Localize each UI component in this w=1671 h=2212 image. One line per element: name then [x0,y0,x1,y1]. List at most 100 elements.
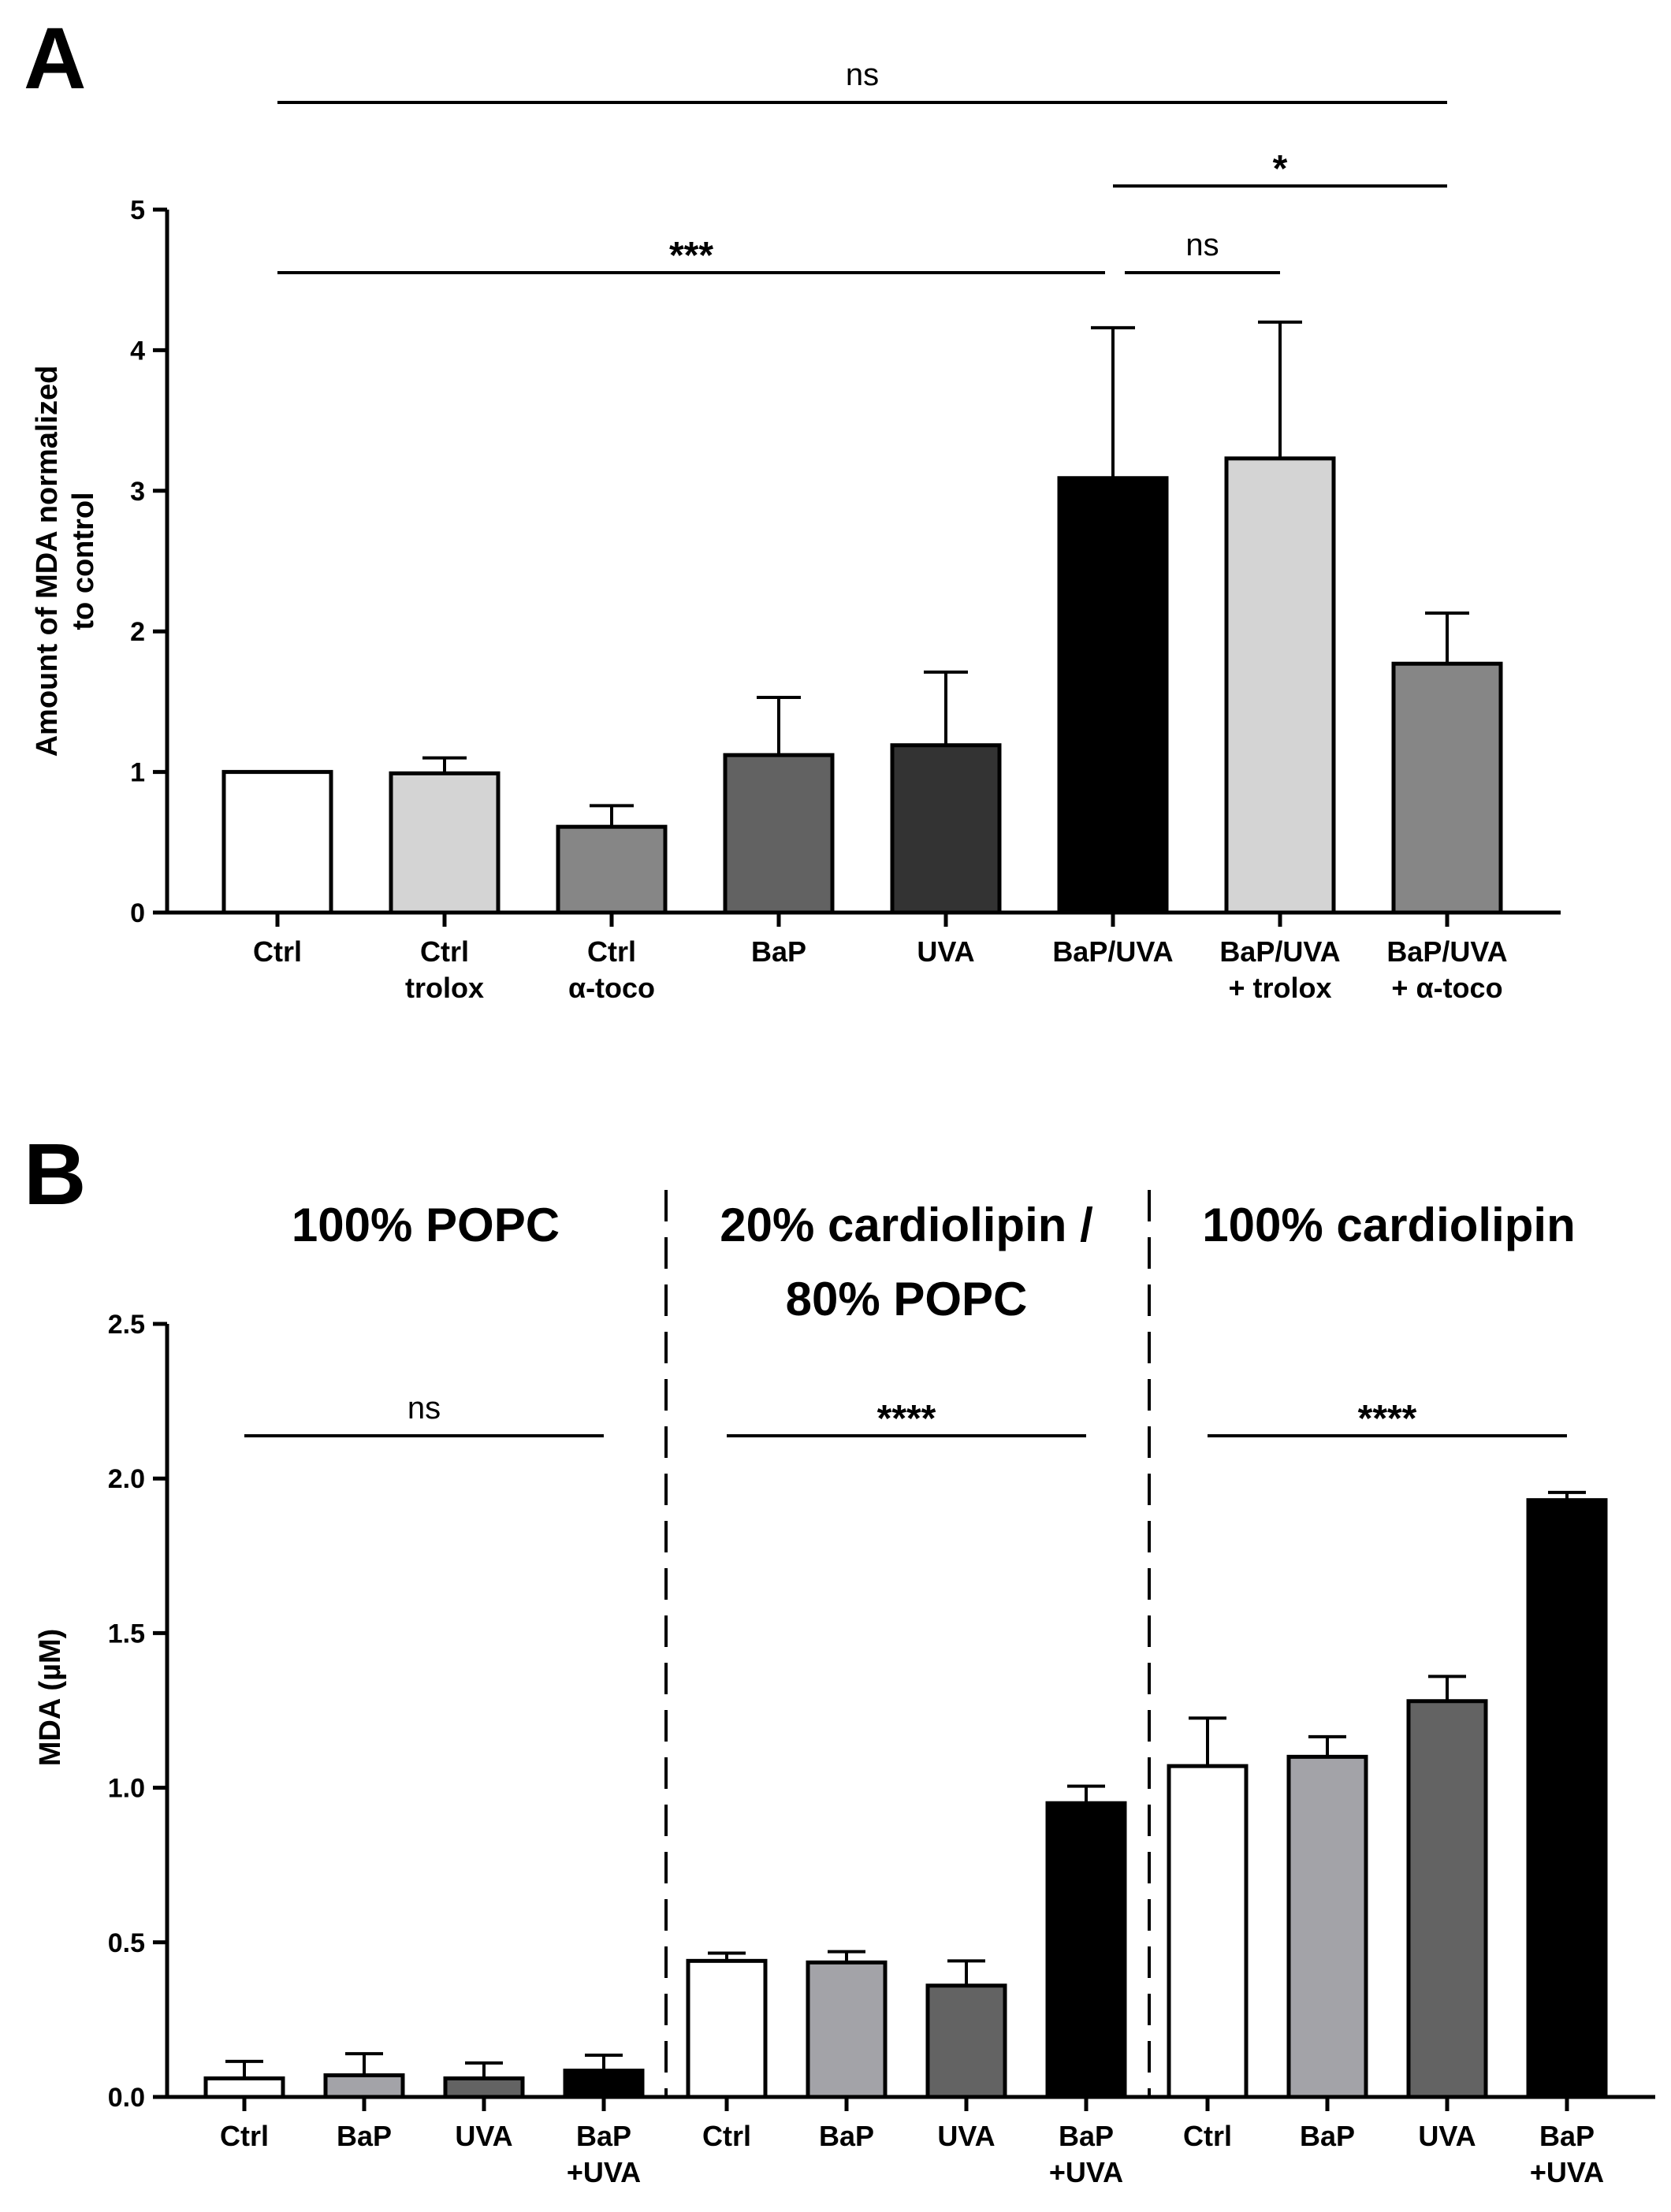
x-tick-label-line: UVA [455,2120,512,2152]
x-tick-label-line: BaP [337,2120,392,2152]
x-tick-label: BaP +UVA [1049,2120,1123,2188]
y-tick-label: 0.0 [108,2083,145,2113]
panel-letter-b: B [24,1126,86,1223]
bar [389,771,501,915]
x-tick-label: BaP +UVA [567,2120,641,2188]
panel-b-chart: B 0.0 0.5 1.0 1.5 2.0 2.5 MDA (µM) 100% POPC Ctrl… [24,1126,1655,2188]
significance-label: **** [877,1398,936,1440]
x-tick-label-line: + α-toco [1391,972,1502,1004]
significance-label: ns [408,1391,441,1426]
group-title-line: 80% POPC [786,1273,1028,1325]
x-tick-label-line: Ctrl [220,2120,269,2152]
x-tick-label: Ctrl [1183,2120,1232,2152]
y-tick-label: 1.5 [108,1619,145,1649]
bar [563,2069,645,2099]
panel-a-chart: A 0 1 2 3 4 5 Amount of MDA normalized to contro… [24,10,1561,1004]
bar [1057,476,1169,915]
x-tick-label-line: +UVA [1049,2156,1123,2188]
group-title: 100% cardiolipin [1202,1199,1576,1251]
x-tick-label-line: Ctrl [253,935,302,968]
x-tick-label-line: UVA [917,935,974,968]
y-axis-title-line: Amount of MDA normalized [31,366,64,757]
y-tick-label: 0.5 [108,1928,145,1958]
x-tick-label-line: UVA [1418,2120,1476,2152]
y-axis-title: MDA (µM) [34,1629,67,1767]
x-tick-label: BaP +UVA [1530,2120,1604,2188]
y-tick-label: 3 [130,477,145,507]
x-tick-label-line: + trolox [1228,972,1331,1004]
y-tick-label: 2.5 [108,1310,145,1340]
bar [686,1958,768,2099]
bar [1045,1801,1127,2099]
bar [723,753,835,915]
bar [556,824,668,915]
x-tick-label-line: +UVA [567,2156,641,2188]
y-tick-label: 4 [130,336,145,366]
bar [323,2073,405,2099]
panel-letter-a: A [24,10,86,107]
x-tick-label: BaP [819,2120,874,2152]
x-tick-label: BaP [751,935,806,968]
x-tick-label: BaP/UVA + α-toco [1386,935,1507,1004]
x-tick-label: UVA [937,2120,995,2152]
bar [221,770,333,915]
y-axis-title-line: to control [67,492,100,630]
bar [890,743,1002,915]
x-tick-label-line: BaP [1059,2120,1114,2152]
significance-label: ns [1185,228,1219,262]
x-tick-label-line: BaP [1300,2120,1355,2152]
x-tick-label: Ctrl [702,2120,751,2152]
bar [806,1960,888,2099]
x-tick-label: BaP/UVA + trolox [1219,935,1340,1004]
x-tick-label-line: BaP/UVA [1219,935,1340,968]
group-title-line: 100% POPC [292,1199,560,1251]
x-tick-label-line: Ctrl [702,2120,751,2152]
significance-label: ns [846,58,879,92]
x-tick-label: UVA [917,935,974,968]
x-tick-label-line: Ctrl [1183,2120,1232,2152]
significance-label: * [1273,148,1288,190]
bar [203,2076,285,2099]
x-tick-label: Ctrl α-toco [568,935,655,1004]
y-axis-title: Amount of MDA normalized to control [31,366,100,757]
x-tick-label-line: BaP/UVA [1052,935,1173,968]
bar [443,2076,525,2099]
x-tick-label-line: +UVA [1530,2156,1604,2188]
group-title-line: 20% cardiolipin / [720,1199,1093,1251]
y-tick-label: 5 [130,195,145,225]
significance-label: *** [669,235,713,277]
bar [1167,1764,1249,2099]
x-tick-label-line: BaP [576,2120,631,2152]
x-tick-label-line: Ctrl [420,935,469,968]
x-tick-label: UVA [455,2120,512,2152]
x-tick-label: Ctrl [220,2120,269,2152]
x-tick-label: BaP/UVA [1052,935,1173,968]
bar [925,1983,1007,2099]
x-tick-label-line: BaP [751,935,806,968]
x-tick-label: Ctrl trolox [405,935,484,1004]
x-tick-label: UVA [1418,2120,1476,2152]
bar [1286,1754,1368,2099]
bar [1406,1699,1488,2099]
group-title: 100% POPC [292,1199,560,1251]
x-tick-label-line: BaP [1539,2120,1595,2152]
significance-label: **** [1358,1398,1417,1440]
x-tick-label-line: UVA [937,2120,995,2152]
x-tick-label-line: α-toco [568,972,655,1004]
bar [1224,456,1336,915]
group-title: 20% cardiolipin / 80% POPC [720,1199,1093,1325]
bar [1526,1498,1608,2099]
x-tick-label-line: Ctrl [587,935,636,968]
group-title-line: 100% cardiolipin [1202,1199,1576,1251]
x-tick-label: BaP [337,2120,392,2152]
y-tick-label: 1 [130,758,145,788]
y-tick-label: 0 [130,898,145,928]
x-tick-label-line: BaP/UVA [1386,935,1507,968]
y-tick-label: 2 [130,617,145,647]
x-tick-label: BaP [1300,2120,1355,2152]
x-tick-label: Ctrl [253,935,302,968]
bar [1391,661,1503,915]
y-tick-label: 2.0 [108,1464,145,1494]
x-tick-label-line: trolox [405,972,484,1004]
